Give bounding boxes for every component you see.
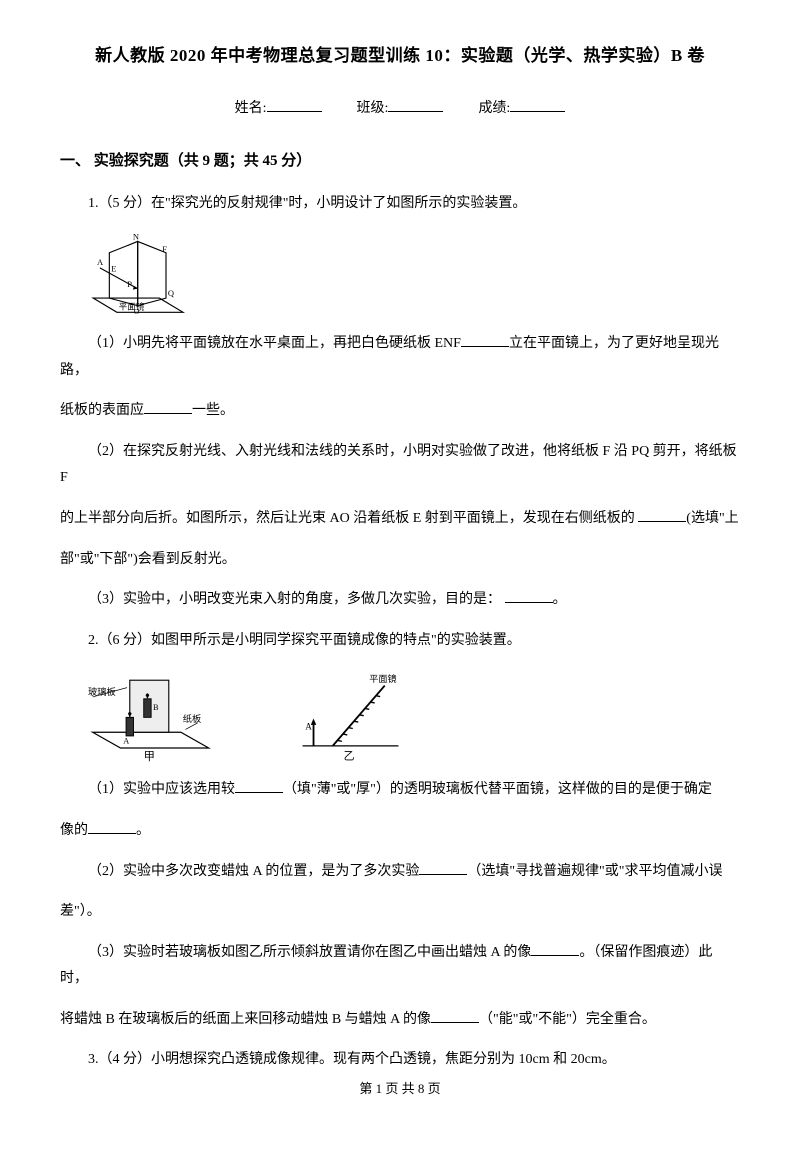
q1s2c: (选填"上 [686,511,738,526]
blank-q1s2[interactable] [638,506,686,522]
figure3-diagram: 平面镜 A 乙 [298,673,403,763]
label-A2: A [123,737,129,746]
q2-sub2-cont: 差"）。 [60,899,740,926]
name-blank[interactable] [267,96,322,112]
label-E: E [111,264,116,274]
q1s2b: 的上半部分向后折。如图所示，然后让光束 AO 沿着纸板 E 射到平面镜上，发现在… [60,511,635,526]
q2s1b: （填"薄"或"厚"）的透明玻璃板代替平面镜，这样做的目的是便于确定 [283,782,712,797]
q2-sub3: （3）实验时若玻璃板如图乙所示倾斜放置请你在图乙中画出蜡烛 A 的像。（保留作图… [60,940,740,993]
blank-q2s1-1[interactable] [235,777,283,793]
figure1-diagram: N A E F P Q O 平面镜 [88,232,193,317]
label-mirror2: 平面镜 [369,673,396,684]
q2-sub1: （1）实验中应该选用较 （填"薄"或"厚"）的透明玻璃板代替平面镜，这样做的目的是… [60,777,740,804]
q1s3a: （3）实验中，小明改变光束入射的角度，多做几次实验，目的是： [88,592,501,607]
q2s1c: 像的 [60,823,88,838]
label-mirror: 平面镜 [119,301,145,311]
q1-sub3: （3）实验中，小明改变光束入射的角度，多做几次实验，目的是： 。 [60,587,740,614]
q2s1a: （1）实验中应该选用较 [88,782,235,797]
q1-sub2-cont2: 部"或"下部")会看到反射光。 [60,547,740,574]
label-A: A [97,257,104,267]
q2s2a: （2）实验中多次改变蜡烛 A 的位置，是为了多次实验 [88,864,419,879]
label-F: F [162,244,167,254]
q2s3a: （3）实验时若玻璃板如图乙所示倾斜放置请你在图乙中画出蜡烛 A 的像 [88,945,531,960]
q1-sub1-cont: 纸板的表面应 一些。 [60,398,740,425]
q1s1c: 纸板的表面应 [60,403,144,418]
label-N: N [133,232,139,242]
blank-q2s1-2[interactable] [88,818,136,834]
page-footer: 第 1 页 共 8 页 [60,1077,740,1102]
blank-q2s3-1[interactable] [531,940,579,956]
label-paper: 纸板 [183,713,202,725]
q2-sub1-cont: 像的 。 [60,818,740,845]
label-P: P [127,279,132,289]
q1s3b: 。 [553,592,567,607]
blank-q1s1-2[interactable] [144,398,192,414]
label-Q: Q [168,288,174,298]
q1s1d: 一些。 [192,403,234,418]
page-title: 新人教版 2020 年中考物理总复习题型训练 10：实验题（光学、热学实验）B … [60,40,740,72]
class-blank[interactable] [388,96,443,112]
label-glass: 玻璃板 [88,686,116,698]
q2s3d: （"能"或"不能"）完全重合。 [479,1012,656,1027]
figure2-diagram: A B 玻璃板 纸板 甲 [88,668,218,763]
q2s2b: （选填"寻找普遍规律"或"求平均值减小误 [467,864,722,879]
q2-sub2: （2）实验中多次改变蜡烛 A 的位置，是为了多次实验 （选填"寻找普遍规律"或"求… [60,859,740,886]
q1-sub2: （2）在探究反射光线、入射光线和法线的关系时，小明对实验做了改进，他将纸板 F … [60,439,740,492]
q2s3c: 将蜡烛 B 在玻璃板后的纸面上来回移动蜡烛 B 与蜡烛 A 的像 [60,1012,431,1027]
name-label: 姓名: [235,101,267,116]
q2s1d: 。 [136,823,150,838]
section-header: 一、 实验探究题（共 9 题；共 45 分） [60,147,740,176]
blank-q2s2[interactable] [419,859,467,875]
q1-sub1: （1）小明先将平面镜放在水平桌面上，再把白色硬纸板 ENF立在平面镜上，为了更好… [60,331,740,384]
blank-q1s3[interactable] [505,587,553,603]
section-title: 实验探究题（共 9 题；共 45 分） [94,153,312,169]
figure2-container: A B 玻璃板 纸板 甲 平面镜 A 乙 [88,668,740,763]
figure1-container: N A E F P Q O 平面镜 [88,232,740,317]
label-jia: 甲 [144,751,155,763]
student-info-line: 姓名: 班级: 成绩: [60,96,740,123]
label-yi: 乙 [344,750,355,763]
q1-intro: 1.（5 分）在"探究光的反射规律"时，小明设计了如图所示的实验装置。 [60,191,740,218]
blank-q1s1-1[interactable] [461,331,509,347]
label-A3: A [305,722,312,732]
blank-q2s3-2[interactable] [431,1007,479,1023]
q1-sub2-cont: 的上半部分向后折。如图所示，然后让光束 AO 沿着纸板 E 射到平面镜上，发现在… [60,506,740,533]
q2-intro: 2.（6 分）如图甲所示是小明同学探究平面镜成像的特点"的实验装置。 [60,628,740,655]
score-label: 成绩: [478,101,510,116]
q3-intro: 3.（4 分）小明想探究凸透镜成像规律。现有两个凸透镜，焦距分别为 10cm 和… [60,1047,740,1074]
label-B2: B [153,703,159,712]
q1s1a: （1）小明先将平面镜放在水平桌面上，再把白色硬纸板 ENF [88,336,461,351]
section-number: 一、 [60,153,90,169]
class-label: 班级: [357,101,389,116]
q2-sub3-cont: 将蜡烛 B 在玻璃板后的纸面上来回移动蜡烛 B 与蜡烛 A 的像 （"能"或"不能… [60,1007,740,1034]
score-blank[interactable] [510,96,565,112]
